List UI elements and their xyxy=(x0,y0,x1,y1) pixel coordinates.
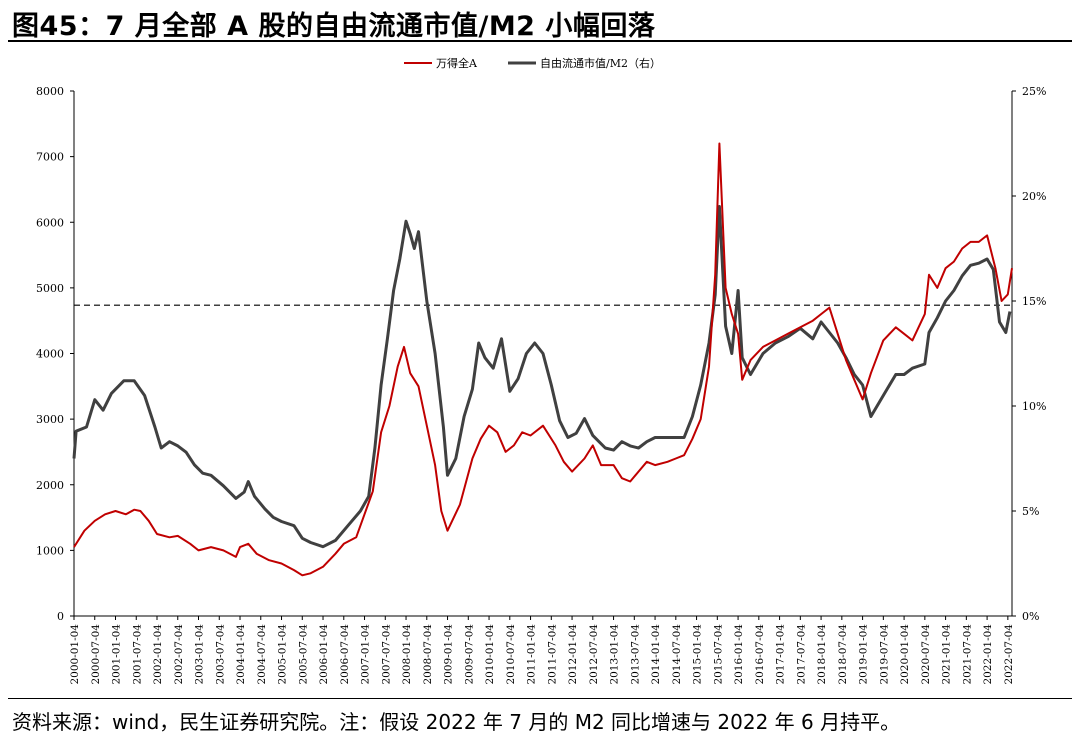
x-tick-label: 2014-07-04 xyxy=(671,624,683,685)
x-tick-label: 2019-01-04 xyxy=(858,624,870,685)
x-tick-label: 2015-07-04 xyxy=(712,624,724,685)
x-tick-label: 2010-01-04 xyxy=(484,624,496,685)
y-right-tick-label: 10% xyxy=(1022,400,1046,413)
x-tick-label: 2003-01-04 xyxy=(194,624,206,685)
x-tick-label: 2008-01-04 xyxy=(401,624,413,685)
x-tick-label: 2002-01-04 xyxy=(152,624,164,685)
y-right-tick-label: 15% xyxy=(1022,295,1046,308)
y-left-tick-label: 8000 xyxy=(36,85,64,98)
x-tick-label: 2000-01-04 xyxy=(69,624,81,685)
x-tick-label: 2018-07-04 xyxy=(837,624,849,685)
x-tick-label: 2012-07-04 xyxy=(588,624,600,685)
x-tick-label: 2021-07-04 xyxy=(961,624,973,685)
legend-label: 万得全A xyxy=(436,56,478,70)
title-divider xyxy=(8,40,1072,42)
x-tick-label: 2016-01-04 xyxy=(733,624,745,685)
x-tick-label: 2004-01-04 xyxy=(235,624,247,685)
x-tick-label: 2005-07-04 xyxy=(297,624,309,685)
legend: 万得全A 自由流通市值/M2（右） xyxy=(404,56,661,70)
x-tick-label: 2008-07-04 xyxy=(422,624,434,685)
x-tick-label: 2009-07-04 xyxy=(463,624,475,685)
y-left-tick-label: 3000 xyxy=(36,413,64,426)
x-tick-label: 2018-01-04 xyxy=(816,624,828,685)
series-line-float-cap-m2 xyxy=(72,205,1012,549)
x-tick-label: 2021-01-04 xyxy=(941,624,953,685)
x-tick-label: 2009-01-04 xyxy=(443,624,455,685)
source-divider xyxy=(8,698,1072,699)
chart-area: 万得全A 自由流通市值/M2（右） 0 1000 2000 3000 4000 5000 60… xyxy=(0,44,1080,698)
axes: 0 1000 2000 3000 4000 5000 6000 7000 8000 0% 5% 10%… xyxy=(36,85,1046,685)
x-tick-label: 2002-07-04 xyxy=(173,624,185,685)
x-tick-label: 2007-01-04 xyxy=(360,624,372,685)
y-left-tick-label: 1000 xyxy=(36,544,64,557)
x-tick-label: 2014-01-04 xyxy=(650,624,662,685)
x-tick-label: 2017-01-04 xyxy=(775,624,787,685)
y-left-tick-label: 0 xyxy=(57,610,64,623)
y-left-tick-label: 6000 xyxy=(36,216,64,229)
x-tick-label: 2001-01-04 xyxy=(111,624,123,685)
x-tick-label: 2001-07-04 xyxy=(131,624,143,685)
x-tick-label: 2020-01-04 xyxy=(899,624,911,685)
chart-svg: 万得全A 自由流通市值/M2（右） 0 1000 2000 3000 4000 5000 60… xyxy=(36,56,1046,685)
x-tick-label: 2022-01-04 xyxy=(982,624,994,685)
legend-item-float-cap-m2: 自由流通市值/M2（右） xyxy=(508,56,661,70)
y-right-tick-label: 5% xyxy=(1022,505,1039,518)
x-tick-label: 2005-01-04 xyxy=(277,624,289,685)
y-right-tick-label: 25% xyxy=(1022,85,1046,98)
y-right-tick-label: 20% xyxy=(1022,190,1046,203)
source-note: 资料来源：wind，民生证券研究院。注：假设 2022 年 7 月的 M2 同比… xyxy=(12,710,901,734)
y-right-tick-label: 0% xyxy=(1022,610,1039,623)
x-tick-label: 2010-07-04 xyxy=(505,624,517,685)
x-tick-label: 2006-07-04 xyxy=(339,624,351,685)
y-left-tick-label: 4000 xyxy=(36,348,64,361)
x-tick-label: 2013-01-04 xyxy=(609,624,621,685)
x-tick-label: 2022-07-04 xyxy=(1003,624,1015,685)
x-tick-label: 2011-01-04 xyxy=(526,624,538,685)
x-tick-label: 2019-07-04 xyxy=(878,624,890,685)
series-layer xyxy=(72,142,1013,577)
x-tick-label: 2007-07-04 xyxy=(380,624,392,685)
y-left-tick-label: 2000 xyxy=(36,479,64,492)
x-tick-label: 2004-07-04 xyxy=(256,624,268,685)
x-tick-label: 2000-07-04 xyxy=(90,624,102,685)
x-tick-label: 2016-07-04 xyxy=(754,624,766,685)
x-tick-label: 2003-07-04 xyxy=(214,624,226,685)
figure-title: 图45：7 月全部 A 股的自由流通市值/M2 小幅回落 xyxy=(12,11,656,42)
legend-label: 自由流通市值/M2（右） xyxy=(540,56,661,70)
x-tick-label: 2015-01-04 xyxy=(692,624,704,685)
legend-item-wind-all-a: 万得全A xyxy=(404,56,478,70)
x-tick-label: 2012-01-04 xyxy=(567,624,579,685)
y-left-tick-label: 5000 xyxy=(36,282,64,295)
x-tick-label: 2011-07-04 xyxy=(546,624,558,685)
x-tick-label: 2013-07-04 xyxy=(629,624,641,685)
x-tick-label: 2017-07-04 xyxy=(795,624,807,685)
x-tick-label: 2020-07-04 xyxy=(920,624,932,685)
y-left-tick-label: 7000 xyxy=(36,151,64,164)
series-line-wind-all-a xyxy=(73,142,1013,577)
x-tick-label: 2006-01-04 xyxy=(318,624,330,685)
